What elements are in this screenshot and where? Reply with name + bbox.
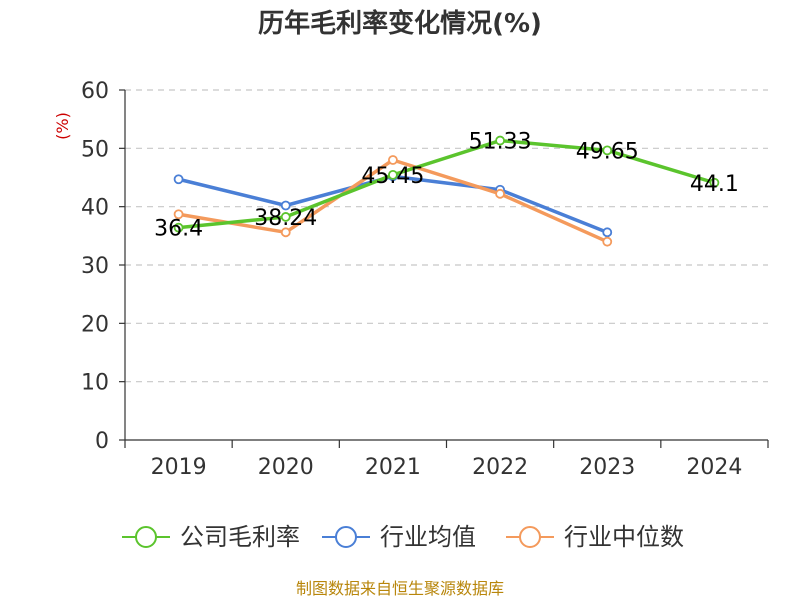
series-group bbox=[173, 135, 720, 247]
data-label: 44.1 bbox=[690, 172, 739, 197]
data-point bbox=[388, 155, 398, 165]
legend-label: 行业均值 bbox=[380, 523, 476, 551]
data-point bbox=[280, 212, 291, 222]
data-labels: 36.4 38.24 45.45 51.33 49.65 44.1 bbox=[154, 130, 739, 242]
y-tick-label: 60 bbox=[81, 79, 109, 104]
data-point bbox=[388, 169, 398, 180]
data-label: 51.33 bbox=[469, 130, 532, 155]
x-tick-label: 2022 bbox=[472, 455, 528, 480]
data-point bbox=[602, 145, 613, 156]
data-point bbox=[280, 200, 291, 211]
grid-lines bbox=[125, 89, 768, 383]
y-tick-label: 20 bbox=[81, 312, 109, 337]
y-tick-label: 0 bbox=[95, 429, 109, 454]
data-point bbox=[173, 222, 184, 233]
legend-marker bbox=[519, 526, 541, 548]
legend-marker bbox=[335, 526, 357, 548]
data-point bbox=[602, 236, 613, 247]
x-tick-label: 2023 bbox=[579, 455, 635, 480]
y-axis-unit: (%) bbox=[53, 112, 72, 140]
data-point bbox=[495, 135, 505, 146]
x-tick-label: 2019 bbox=[151, 455, 207, 480]
data-label: 36.4 bbox=[154, 217, 203, 242]
axes bbox=[119, 89, 769, 448]
series-line bbox=[176, 138, 717, 230]
x-tick-label: 2020 bbox=[258, 455, 314, 480]
legend-label: 公司毛利率 bbox=[180, 523, 300, 551]
data-label: 38.24 bbox=[254, 206, 317, 231]
y-tick-label: 40 bbox=[81, 196, 109, 221]
data-label: 49.65 bbox=[576, 139, 639, 164]
legend-marker bbox=[135, 526, 157, 548]
data-point bbox=[495, 188, 505, 199]
data-point bbox=[280, 227, 291, 238]
data-point bbox=[709, 177, 720, 188]
chart-title: 历年毛利率变化情况(%) bbox=[258, 8, 542, 39]
x-axis-ticks: 2019 2020 2021 2022 2023 2024 bbox=[151, 455, 743, 480]
source-note: 制图数据来自恒生聚源数据库 bbox=[296, 579, 504, 598]
legend-label: 行业中位数 bbox=[564, 523, 684, 551]
y-axis-ticks: 0 10 20 30 40 50 60 bbox=[81, 79, 109, 454]
x-tick-label: 2021 bbox=[365, 455, 421, 480]
y-tick-label: 30 bbox=[81, 254, 109, 279]
data-point bbox=[173, 174, 184, 185]
data-point bbox=[173, 209, 184, 220]
y-tick-label: 10 bbox=[81, 371, 109, 396]
data-label: 45.45 bbox=[361, 164, 424, 189]
legend: 公司毛利率 行业均值 行业中位数 bbox=[122, 523, 684, 551]
data-point bbox=[602, 227, 613, 238]
x-tick-label: 2024 bbox=[686, 455, 742, 480]
y-tick-label: 50 bbox=[81, 137, 109, 162]
